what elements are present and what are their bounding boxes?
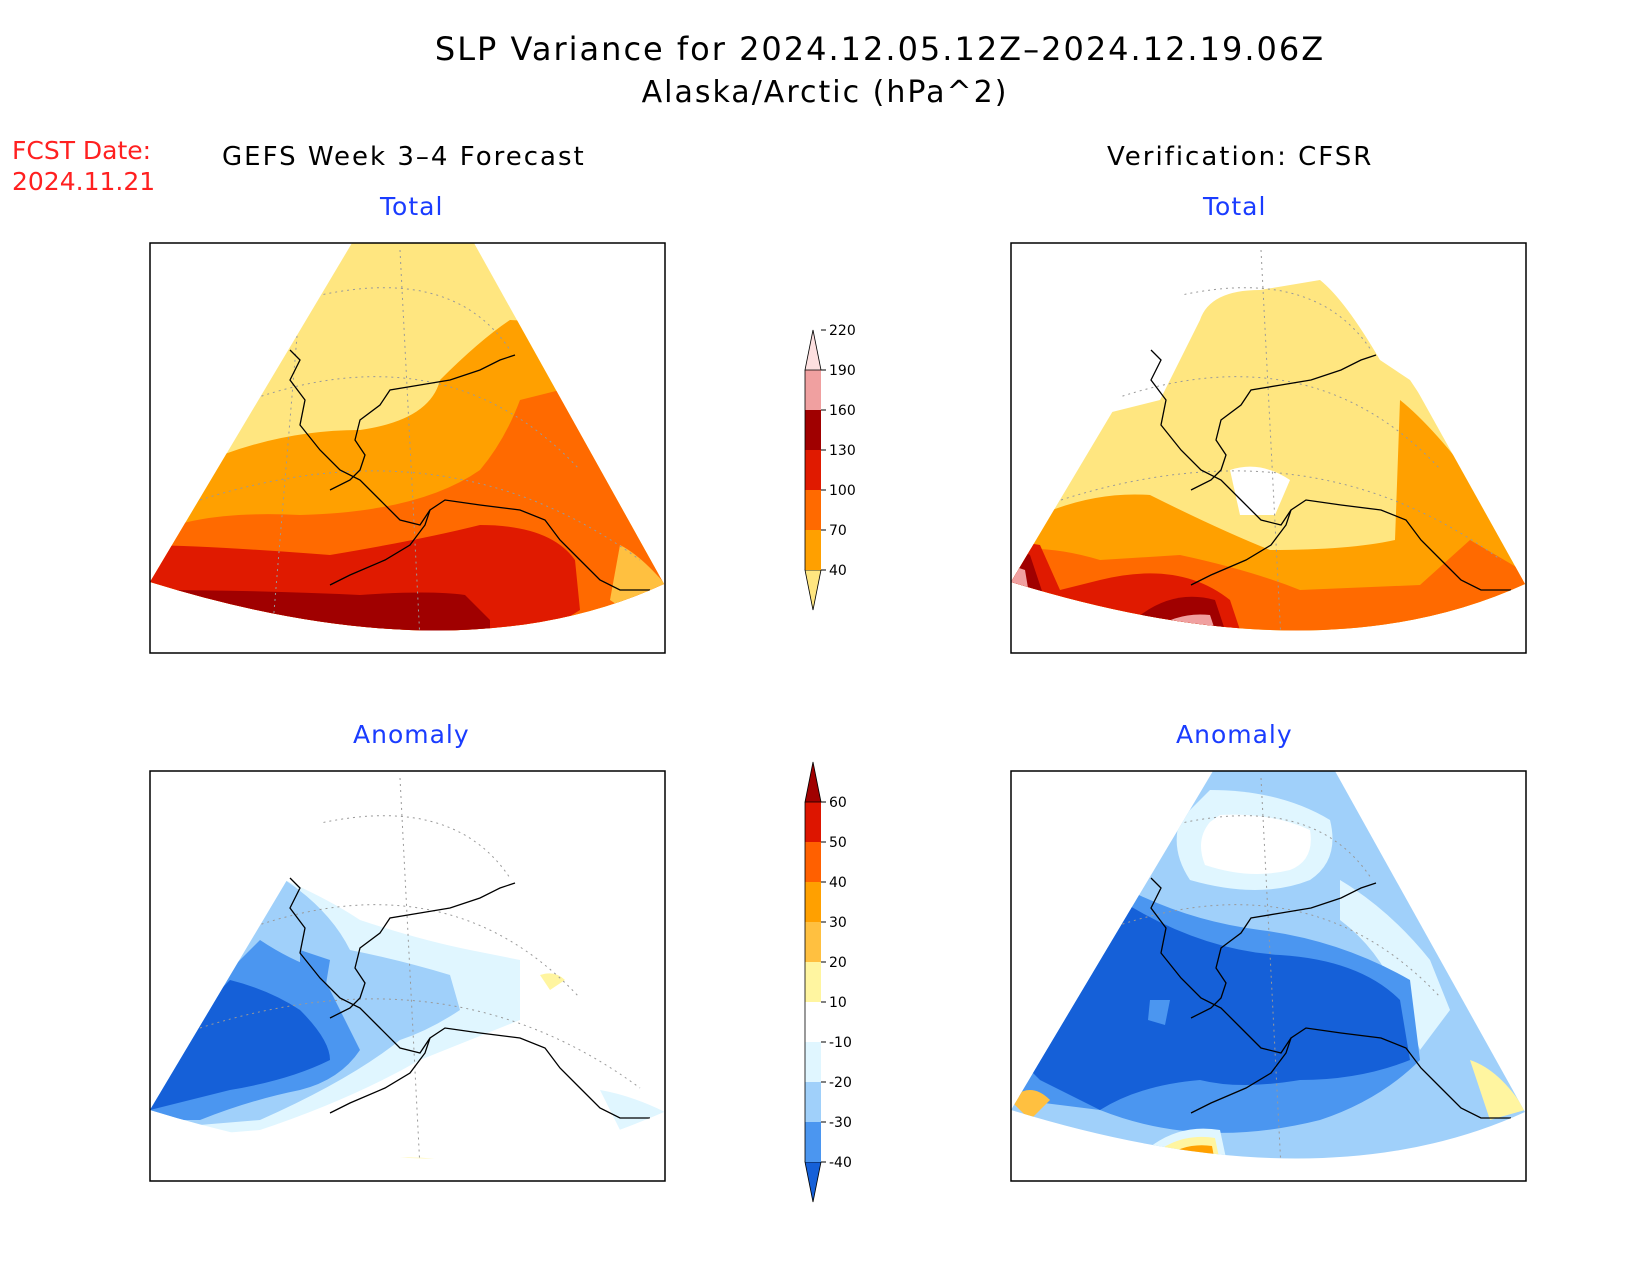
- colorbar-anomaly-swatch: [805, 882, 821, 922]
- colorbar-anomaly-label: 40: [829, 875, 847, 891]
- colorbar-total-label: 220: [829, 323, 856, 339]
- colorbar-anomaly-max-arrow: [804, 761, 822, 803]
- colorbar-anomaly-swatch: [805, 962, 821, 1002]
- forecast-date-label: FCST Date:: [12, 136, 152, 165]
- colorbar-anomaly-swatch: [805, 922, 821, 962]
- colorbar-anomaly-label: 10: [829, 995, 847, 1011]
- colorbar-anomaly-swatch: [805, 842, 821, 882]
- colorbar-anomaly-swatch: [805, 802, 821, 842]
- colorbar-total-swatch: [805, 490, 821, 530]
- colorbar-total-label: 40: [829, 563, 847, 579]
- colorbar-anomaly-label: -20: [829, 1075, 852, 1091]
- panel-label-forecast-total: Total: [380, 192, 444, 221]
- forecast-date-value: 2024.11.21: [12, 167, 156, 196]
- colorbar-anomaly-swatch: [805, 1082, 821, 1122]
- colorbar-anomaly-min-arrow: [804, 1161, 822, 1203]
- colorbar-total-swatch: [805, 450, 821, 490]
- panel-label-verification-anomaly: Anomaly: [1176, 720, 1293, 749]
- map-forecast-anomaly: [149, 770, 666, 1182]
- colorbar-anomaly-label: 50: [829, 835, 847, 851]
- left-column-title: GEFS Week 3–4 Forecast: [222, 142, 586, 172]
- colorbar-total-max-arrow: [804, 329, 822, 371]
- colorbar-total-label: 130: [829, 443, 856, 459]
- colorbar-anomaly-label: -10: [829, 1035, 852, 1051]
- colorbar-anomaly-label: -30: [829, 1115, 852, 1131]
- colorbar-total-swatch: [805, 370, 821, 410]
- colorbar-total-label: 160: [829, 403, 856, 419]
- map-verification-total: [1010, 242, 1527, 654]
- colorbar-total-label: 70: [829, 523, 847, 539]
- colorbar-anomaly: -40 -30 -20 -10 10 20 30 40 50 60: [804, 761, 852, 1203]
- colorbar-total-swatch: [805, 530, 821, 570]
- colorbar-anomaly-swatch: [805, 1002, 821, 1042]
- colorbar-anomaly-label: 60: [829, 795, 847, 811]
- colorbar-anomaly-label: 30: [829, 915, 847, 931]
- colorbar-anomaly-swatch: [805, 1122, 821, 1162]
- colorbar-total-min-arrow: [804, 569, 822, 611]
- colorbar-anomaly-swatch: [805, 1042, 821, 1082]
- figure-subtitle: Alaska/Arctic (hPa^2): [641, 75, 1009, 110]
- colorbar-total-label: 190: [829, 363, 856, 379]
- colorbar-total-swatch: [805, 410, 821, 450]
- right-column-title: Verification: CFSR: [1107, 142, 1374, 172]
- map-forecast-total: [149, 242, 666, 654]
- colorbar-total-label: 100: [829, 483, 856, 499]
- colorbar-anomaly-label: -40: [829, 1155, 852, 1171]
- panel-label-verification-total: Total: [1203, 192, 1267, 221]
- figure-title: SLP Variance for 2024.12.05.12Z–2024.12.…: [434, 30, 1326, 68]
- colorbar-anomaly-label: 20: [829, 955, 847, 971]
- forecast-date: FCST Date: 2024.11.21: [12, 135, 155, 197]
- colorbar-total: 40 70 100 130 160 190 220: [804, 323, 856, 611]
- map-verification-anomaly: [1010, 770, 1527, 1182]
- panel-label-forecast-anomaly: Anomaly: [353, 720, 470, 749]
